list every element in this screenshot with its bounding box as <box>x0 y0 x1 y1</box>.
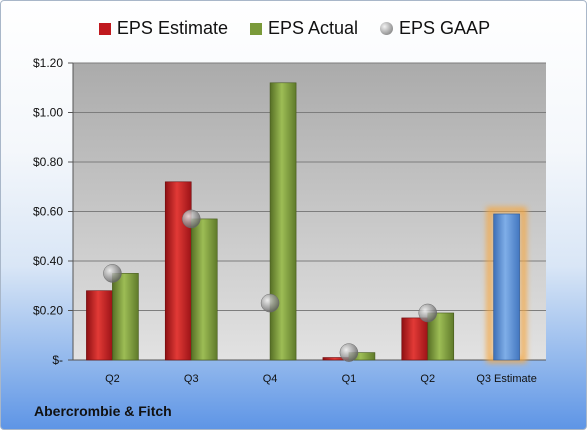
bar-eps-estimate <box>164 181 192 361</box>
point-eps-gaap <box>418 303 437 323</box>
point-eps-gaap <box>260 293 280 313</box>
bar-eps-estimate <box>86 290 113 361</box>
point-eps-gaap <box>182 209 201 229</box>
x-tick-label: Q4 <box>263 373 278 385</box>
gray-sphere-icon <box>380 22 394 35</box>
x-tick-label: Q3 <box>184 373 199 385</box>
bar-eps-estimate-next <box>493 213 520 361</box>
y-tick-label: $0.20 <box>33 304 63 318</box>
y-tick-label: $- <box>52 353 63 367</box>
legend-swatch-eps-actual <box>249 22 262 35</box>
y-tick-label: $0.40 <box>33 254 63 268</box>
legend-item-eps-gaap: EPS GAAP <box>380 18 490 39</box>
bar-eps-actual <box>269 82 297 361</box>
legend-swatch-eps-estimate <box>98 22 111 35</box>
x-tick-label: Q2 <box>105 373 120 385</box>
legend-item-eps-actual: EPS Actual <box>249 18 359 39</box>
legend-item-eps-estimate: EPS Estimate <box>98 18 228 39</box>
legend-label-eps-estimate: EPS Estimate <box>116 18 228 38</box>
y-tick-label: $0.60 <box>33 205 63 219</box>
x-tick-label: Q1 <box>342 373 357 385</box>
legend-label-eps-gaap: EPS GAAP <box>399 18 491 38</box>
y-tick-label: $1.00 <box>33 106 63 120</box>
y-tick-label: $0.80 <box>33 155 63 169</box>
bar-eps-estimate <box>401 317 429 361</box>
legend: EPS Estimate EPS Actual EPS GAAP <box>1 18 586 39</box>
bar-eps-actual <box>190 218 218 361</box>
x-tick-label: Q3 Estimate <box>476 373 537 385</box>
bar-eps-actual <box>112 273 139 361</box>
y-tick-label: $1.20 <box>33 56 63 70</box>
point-eps-gaap <box>339 343 359 362</box>
legend-label-eps-actual: EPS Actual <box>267 18 359 38</box>
company-name: Abercrombie & Fitch <box>34 403 172 419</box>
x-tick-label: Q2 <box>420 373 435 385</box>
point-eps-gaap <box>103 264 122 283</box>
